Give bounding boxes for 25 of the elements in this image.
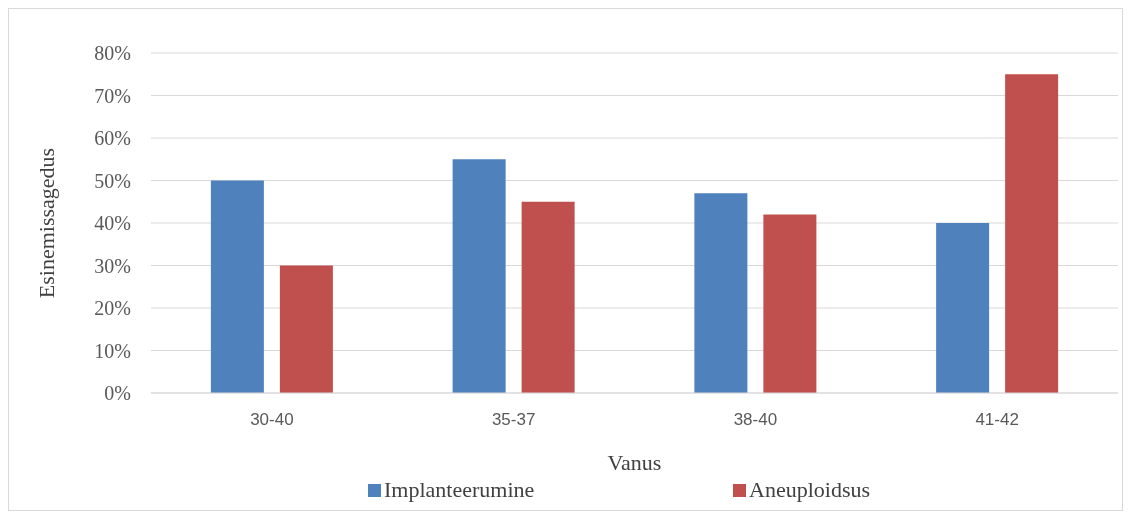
y-tick-label: 30%: [94, 254, 131, 277]
x-tick-label: 38-40: [733, 410, 778, 429]
legend-label: Implanteerumine: [384, 477, 535, 502]
bar: [210, 180, 264, 393]
x-axis-title: Vanus: [607, 450, 662, 475]
bar: [279, 265, 333, 393]
y-tick-label: 20%: [94, 297, 131, 319]
y-tick-label: 70%: [94, 84, 131, 107]
legend-label: Aneuploidsus: [749, 477, 870, 502]
bar: [1005, 74, 1059, 393]
y-tick-label: 10%: [94, 339, 131, 362]
y-tick-label: 80%: [94, 42, 131, 64]
y-axis-title: Esinemissagedus: [34, 147, 59, 299]
x-tick-label: 30-40: [250, 410, 294, 429]
bar: [936, 223, 990, 393]
bar: [521, 201, 575, 393]
y-tick-label: 50%: [94, 169, 131, 192]
x-tick-label: 35-37: [491, 410, 536, 429]
bar: [694, 193, 748, 393]
y-tick-label: 60%: [94, 127, 131, 149]
y-tick-label: 0%: [104, 382, 131, 404]
bar: [763, 214, 817, 393]
x-tick-label: 41-42: [975, 410, 1019, 429]
y-tick-label: 40%: [94, 212, 131, 234]
bar: [452, 159, 506, 393]
